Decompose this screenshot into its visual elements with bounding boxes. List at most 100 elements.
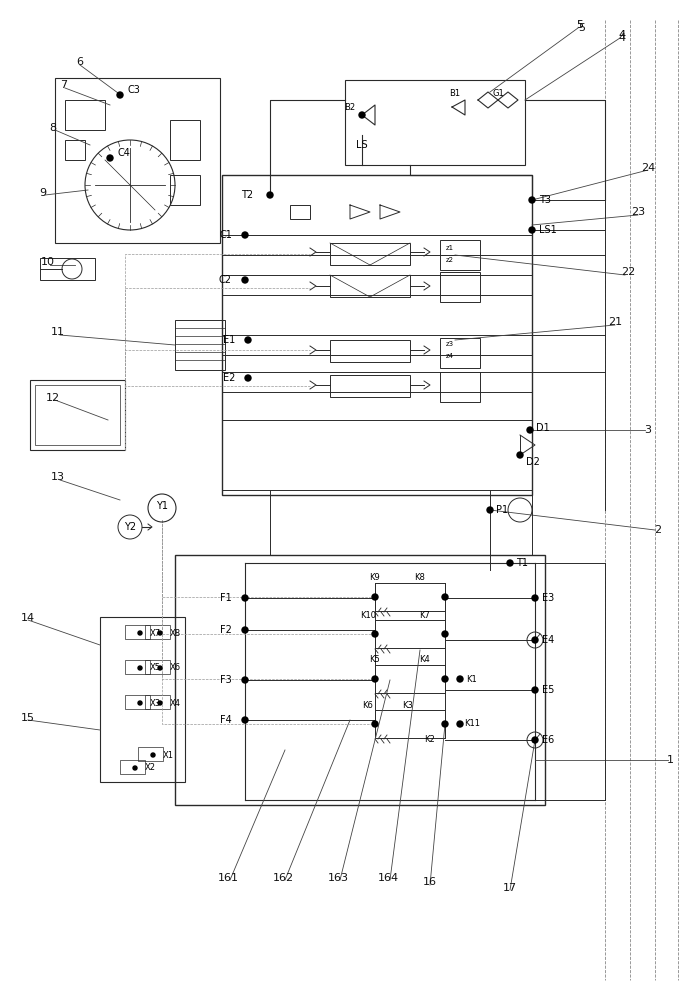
Text: E2: E2 [223, 373, 235, 383]
Text: K1: K1 [466, 674, 477, 684]
Text: 11: 11 [51, 327, 65, 337]
Circle shape [517, 452, 523, 458]
Bar [330, 375, 410, 397]
Circle shape [532, 687, 538, 693]
Circle shape [457, 721, 463, 727]
Circle shape [242, 595, 248, 601]
Text: X8: X8 [169, 629, 180, 638]
Text: X7: X7 [149, 629, 160, 638]
Text: G1: G1 [492, 89, 504, 98]
Circle shape [242, 277, 248, 283]
Text: K6: K6 [362, 700, 373, 710]
Bar [330, 275, 410, 297]
Text: 164: 164 [378, 873, 398, 883]
Circle shape [138, 666, 142, 670]
Text: K9: K9 [370, 574, 380, 582]
Text: P1: P1 [496, 505, 508, 515]
Text: E3: E3 [542, 593, 554, 603]
Text: K5: K5 [370, 656, 380, 664]
Bar [40, 258, 95, 280]
Bar [170, 175, 200, 205]
Text: E6: E6 [542, 735, 554, 745]
Circle shape [442, 594, 448, 600]
Text: T2: T2 [241, 190, 253, 200]
Text: 1: 1 [666, 755, 673, 765]
Circle shape [372, 594, 378, 600]
Text: 161: 161 [217, 873, 239, 883]
Circle shape [107, 155, 113, 161]
Bar [145, 660, 170, 674]
Bar [100, 617, 185, 782]
Bar [125, 625, 150, 639]
Text: 162: 162 [273, 873, 294, 883]
Text: 5: 5 [579, 23, 586, 33]
Text: X1: X1 [162, 750, 174, 760]
Bar [375, 620, 445, 648]
Bar [375, 710, 445, 738]
Text: z4: z4 [446, 353, 454, 359]
Text: K7: K7 [420, 610, 430, 619]
Circle shape [532, 595, 538, 601]
Text: 16: 16 [423, 877, 437, 887]
Circle shape [117, 92, 123, 98]
Text: B1: B1 [450, 89, 461, 98]
Text: LS: LS [356, 140, 368, 150]
Text: 163: 163 [328, 873, 348, 883]
Text: B2: B2 [344, 103, 355, 111]
Bar [120, 760, 145, 774]
Bar [440, 338, 480, 368]
Circle shape [242, 717, 248, 723]
Circle shape [151, 753, 155, 757]
Circle shape [442, 631, 448, 637]
Text: K8: K8 [414, 574, 425, 582]
Text: X2: X2 [144, 764, 155, 772]
Bar [440, 372, 480, 402]
Text: K11: K11 [464, 720, 480, 728]
Text: K2: K2 [425, 736, 435, 744]
Text: F3: F3 [220, 675, 232, 685]
Text: 10: 10 [41, 257, 55, 267]
Bar [125, 695, 150, 709]
Text: X5: X5 [149, 664, 160, 672]
Text: E4: E4 [542, 635, 554, 645]
Text: T1: T1 [516, 558, 528, 568]
Circle shape [158, 666, 162, 670]
Text: F4: F4 [220, 715, 232, 725]
Text: X6: X6 [169, 664, 180, 672]
Text: C4: C4 [117, 148, 130, 158]
Text: 13: 13 [51, 472, 65, 482]
Circle shape [158, 701, 162, 705]
Text: E1: E1 [223, 335, 235, 345]
Text: 12: 12 [46, 393, 60, 403]
Circle shape [242, 627, 248, 633]
Circle shape [372, 676, 378, 682]
Circle shape [133, 766, 137, 770]
Text: 21: 21 [608, 317, 622, 327]
Text: 14: 14 [21, 613, 35, 623]
Text: Y2: Y2 [124, 522, 136, 532]
Circle shape [245, 337, 251, 343]
Bar [440, 272, 480, 302]
Circle shape [138, 701, 142, 705]
Text: 8: 8 [49, 123, 57, 133]
Circle shape [267, 192, 273, 198]
Bar [330, 243, 410, 265]
Text: 6: 6 [76, 57, 83, 67]
Text: X3: X3 [149, 698, 160, 708]
Text: 17: 17 [503, 883, 517, 893]
Text: F1: F1 [220, 593, 232, 603]
Bar [35, 385, 120, 445]
Circle shape [372, 721, 378, 727]
Text: E5: E5 [542, 685, 555, 695]
Text: Y1: Y1 [156, 501, 168, 511]
Bar [290, 205, 310, 219]
Circle shape [487, 507, 493, 513]
Bar [65, 100, 105, 130]
Text: F2: F2 [220, 625, 232, 635]
Circle shape [442, 721, 448, 727]
Text: 5: 5 [577, 20, 584, 30]
Text: D1: D1 [536, 423, 550, 433]
Circle shape [138, 631, 142, 635]
Text: 22: 22 [621, 267, 635, 277]
Circle shape [242, 677, 248, 683]
